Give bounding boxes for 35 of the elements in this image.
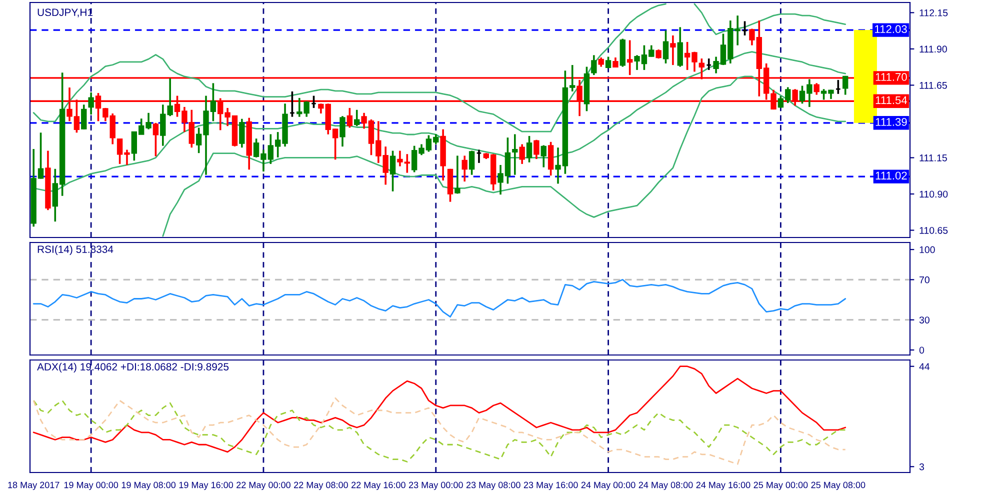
chart-title: RSI(14) 51.8334	[38, 245, 114, 256]
ref-line-label: 111.39	[876, 118, 907, 126]
x-tick-label: 23 May 00:00	[408, 482, 463, 490]
x-tick-label: 24 May 08:00	[638, 482, 693, 490]
x-tick-label: 23 May 08:00	[466, 482, 520, 490]
x-tick-label: 24 May 00:00	[581, 482, 636, 490]
x-tick-label: 18 May 2017	[8, 482, 60, 490]
y-tick-label: 44	[919, 363, 930, 370]
x-tick-label: 23 May 16:00	[524, 482, 578, 490]
x-tick-label: 19 May 16:00	[179, 482, 233, 490]
x-tick-label: 22 May 08:00	[294, 482, 348, 490]
ref-line-label: 111.02	[876, 172, 907, 180]
y-tick-label: 70	[920, 276, 930, 284]
x-tick-label: 25 May 00:00	[754, 482, 808, 490]
x-tick-label: 19 May 00:00	[64, 482, 118, 490]
x-tick-label: 19 May 08:00	[122, 482, 176, 490]
y-tick-label: 111.15	[920, 154, 947, 162]
x-tick-label: 25 May 08:00	[811, 482, 866, 490]
x-tick-label: 24 May 16:00	[696, 482, 750, 490]
chart-title: ADX(14) 19.4062 +DI:18.0682 -DI:9.8925	[37, 362, 229, 373]
ref-line-label: 112.03	[875, 25, 907, 34]
y-tick-label: 0	[919, 346, 924, 354]
y-tick-label: 112.15	[920, 9, 948, 16]
y-tick-label: 111.65	[920, 82, 947, 89]
text: USDJPY,H1	[38, 8, 92, 18]
x-tick-label: 22 May 00:00	[236, 482, 290, 490]
y-tick-label: 100	[920, 246, 935, 254]
x-tick-label: 22 May 16:00	[352, 482, 406, 490]
y-tick-label: 3	[919, 463, 924, 470]
y-tick-label: 110.90	[920, 190, 948, 198]
y-tick-label: 111.90	[920, 46, 947, 53]
y-tick-label: 30	[919, 316, 930, 324]
ref-line-label: 111.54	[876, 96, 908, 104]
ref-line-label: 111.70	[876, 73, 907, 81]
y-tick-label: 110.65	[920, 226, 948, 234]
